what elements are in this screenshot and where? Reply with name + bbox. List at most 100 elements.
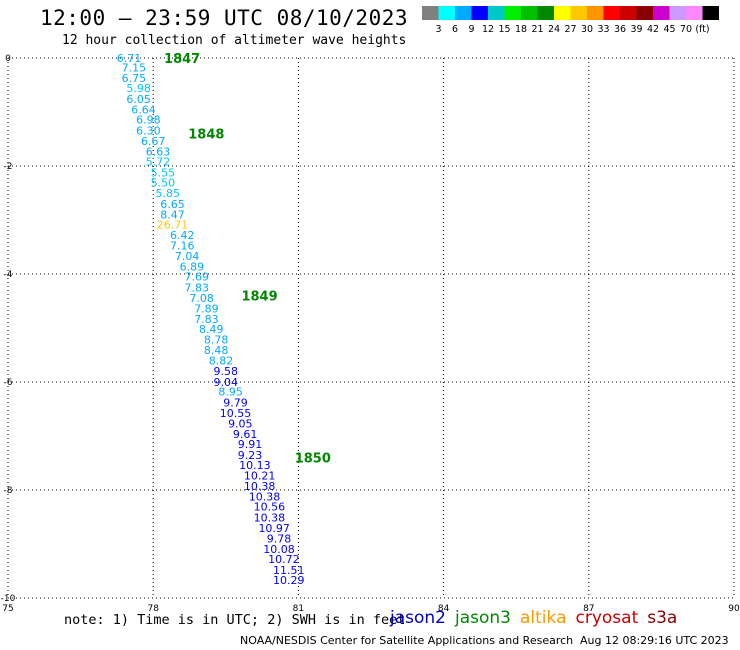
wave-height-point: 7.89 [194,303,219,316]
y-tick-label: -4 [4,270,13,280]
color-scale-tick: 15 [498,24,510,35]
wave-height-point: 7.04 [175,250,200,263]
wave-height-point: 10.55 [220,407,252,420]
wave-height-point: 8.82 [209,354,234,367]
x-tick-label: 90 [728,604,740,614]
color-scale-tick: 70 [680,24,692,35]
wave-height-point: 8.49 [199,323,224,336]
wave-height-point: 10.21 [244,469,276,482]
color-scale-tick: 33 [597,24,609,35]
y-tick-label: -10 [1,594,16,604]
color-scale-tick: 36 [614,24,626,35]
color-swatch [521,6,538,20]
wave-height-point: 11.51 [273,564,305,577]
wave-height-point: 6.75 [122,72,147,85]
color-swatch [702,6,719,20]
wave-height-point: 6.65 [160,198,185,211]
color-swatch [669,6,686,20]
wave-height-point: 5.55 [151,166,176,179]
time-label: 1849 [241,290,277,305]
wave-height-point: 8.47 [160,209,185,222]
color-swatch [438,6,455,20]
chart-subtitle: 12 hour collection of altimeter wave hei… [62,33,407,48]
chart-title: 12:00 – 23:59 UTC 08/10/2023 [40,6,409,30]
time-label: 1848 [188,128,224,143]
wave-height-point: 6.63 [146,145,171,158]
color-swatch [587,6,604,20]
wave-height-point: 7.83 [185,282,210,295]
wave-height-point: 9.23 [238,449,263,462]
x-tick-label: 87 [583,604,594,614]
wave-height-point: 6.67 [141,135,166,148]
y-tick-label: -8 [4,486,13,496]
wave-height-point: 10.38 [249,490,281,503]
footer-note: note: 1) Time is in UTC; 2) SWH is in fe… [64,612,406,628]
time-label: 1847 [164,52,200,67]
color-scale-tick: 9 [468,24,474,35]
wave-height-point: 5.72 [146,156,171,169]
wave-height-point: 9.61 [233,428,258,441]
color-scale-legend: 3 6 9 12 15 18 21 24 27 30 33 36 39 42 45 70 (ft) [422,6,719,35]
color-swatch [620,6,637,20]
color-swatch [636,6,653,20]
x-tick-label: 81 [293,604,304,614]
wave-height-point: 6.42 [170,229,195,242]
wave-height-point: 9.78 [267,533,292,546]
satellite-s3a: s3a [647,608,678,628]
wave-height-point: 6.05 [126,93,151,106]
color-scale-tick: 27 [564,24,576,35]
y-tick-label: -6 [4,378,13,388]
color-swatch [471,6,488,20]
color-scale-tick: 12 [482,24,494,35]
wave-height-point: 7.83 [194,313,219,326]
footer-timestamp: Aug 12 08:29:16 UTC 2023 [580,634,729,647]
color-scale-tick: (ft) [695,24,709,35]
wave-height-point: 9.04 [214,376,239,389]
x-tick-label: 84 [438,604,450,614]
y-tick-label: -2 [4,162,13,172]
color-swatch [554,6,571,20]
color-scale-tick: 30 [581,24,593,35]
x-tick-label: 78 [147,604,159,614]
time-label: 1850 [295,452,331,467]
wave-height-point: 10.13 [239,459,271,472]
wave-height-point: 6.71 [117,52,142,65]
wave-height-point: 7.16 [170,239,195,252]
color-swatch [570,6,587,20]
color-swatch [488,6,505,20]
satellite-jason2: jason2 [390,608,446,628]
color-swatch [653,6,670,20]
wave-height-point: 26.71 [157,218,189,231]
color-scale-tick: 3 [435,24,441,35]
wave-height-point: 6.98 [136,114,161,127]
wave-height-point: 9.05 [228,418,253,431]
wave-height-point: 8.95 [218,386,243,399]
wave-height-point: 5.50 [151,177,176,190]
wave-height-point: 5.85 [155,187,180,200]
footer-credit: NOAA/NESDIS Center for Satellite Applica… [240,634,574,647]
color-scale-tick: 18 [515,24,527,35]
color-scale-tick: 45 [663,24,675,35]
color-swatch [537,6,554,20]
wave-height-point: 10.08 [263,543,295,556]
satellite-jason3: jason3 [455,608,511,628]
wave-height-point: 8.78 [204,333,229,346]
satellite-altika: altika [520,608,567,628]
x-tick-label: 75 [2,604,13,614]
color-swatch [686,6,703,20]
wave-height-point: 9.58 [214,365,239,378]
wave-height-point: 5.98 [126,82,151,95]
y-tick-label: 0 [5,54,11,64]
satellite-cryosat: cryosat [575,608,639,628]
wave-height-point: 6.30 [136,124,161,137]
wave-height-point: 7.69 [185,271,210,284]
color-scale-tick: 6 [452,24,458,35]
color-scale-tick: 24 [548,24,560,35]
wave-height-chart: 75 78 81 84 87 90 0 -2 -4 -6 -8 -10 6.717.156.755.98… [1,52,740,614]
color-swatch [455,6,472,20]
wave-height-point: 7.08 [189,292,214,305]
wave-height-point: 9.91 [238,438,263,451]
wave-height-point: 9.79 [223,397,248,410]
wave-height-point: 10.72 [268,553,300,566]
wave-height-point: 8.48 [204,344,229,357]
